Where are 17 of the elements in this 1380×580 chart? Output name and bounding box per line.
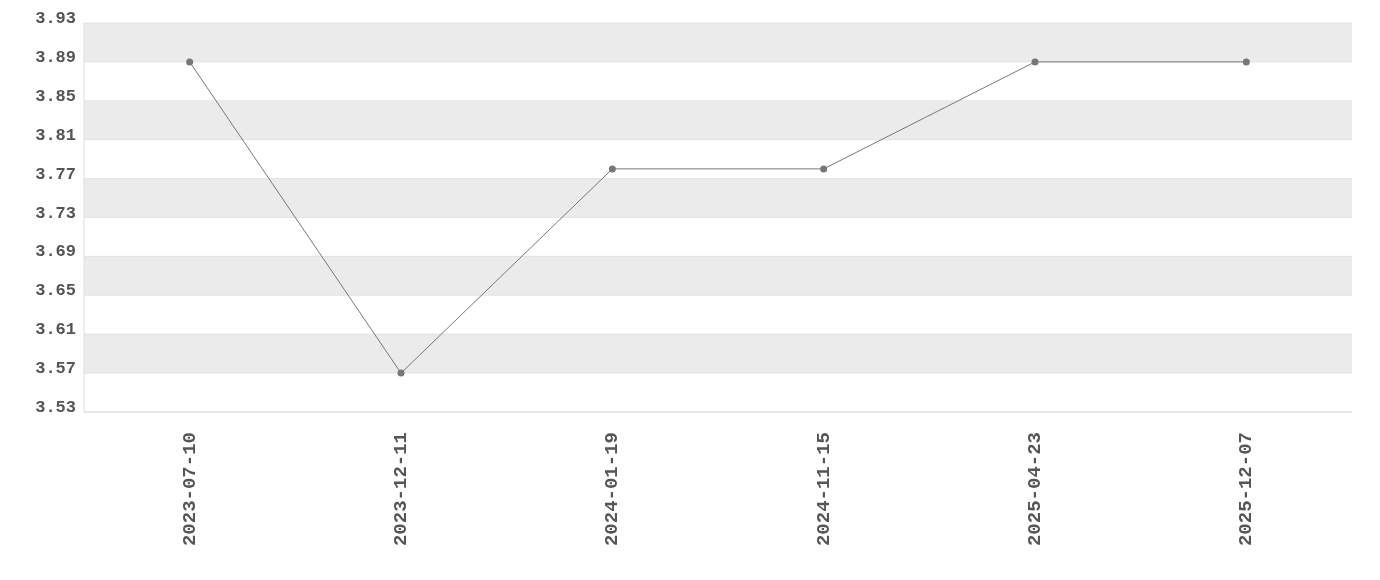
y-tick-label: 3.53 bbox=[35, 398, 76, 418]
y-tick-label: 3.81 bbox=[35, 125, 76, 145]
y-tick-label: 3.85 bbox=[35, 86, 76, 106]
x-tick-label: 2024-11-15 bbox=[812, 432, 835, 547]
y-tick-label: 3.93 bbox=[35, 9, 76, 29]
x-tick-label: 2025-04-23 bbox=[1024, 432, 1046, 547]
x-tick-label: 2023-07-10 bbox=[178, 432, 201, 547]
x-tick-label: 2025-12-07 bbox=[1235, 432, 1258, 547]
y-tick-label: 3.89 bbox=[35, 47, 76, 67]
y-tick-label: 3.77 bbox=[35, 164, 76, 184]
y-tick-label: 3.61 bbox=[35, 320, 76, 340]
y-tick-label: 3.65 bbox=[35, 281, 76, 301]
y-tick-label: 3.73 bbox=[35, 203, 76, 223]
y-tick-label: 3.69 bbox=[35, 242, 76, 262]
x-tick-label: 2023-12-11 bbox=[390, 432, 412, 547]
y-tick-label: 3.57 bbox=[35, 359, 76, 379]
x-tick-label: 2024-01-19 bbox=[601, 432, 624, 547]
